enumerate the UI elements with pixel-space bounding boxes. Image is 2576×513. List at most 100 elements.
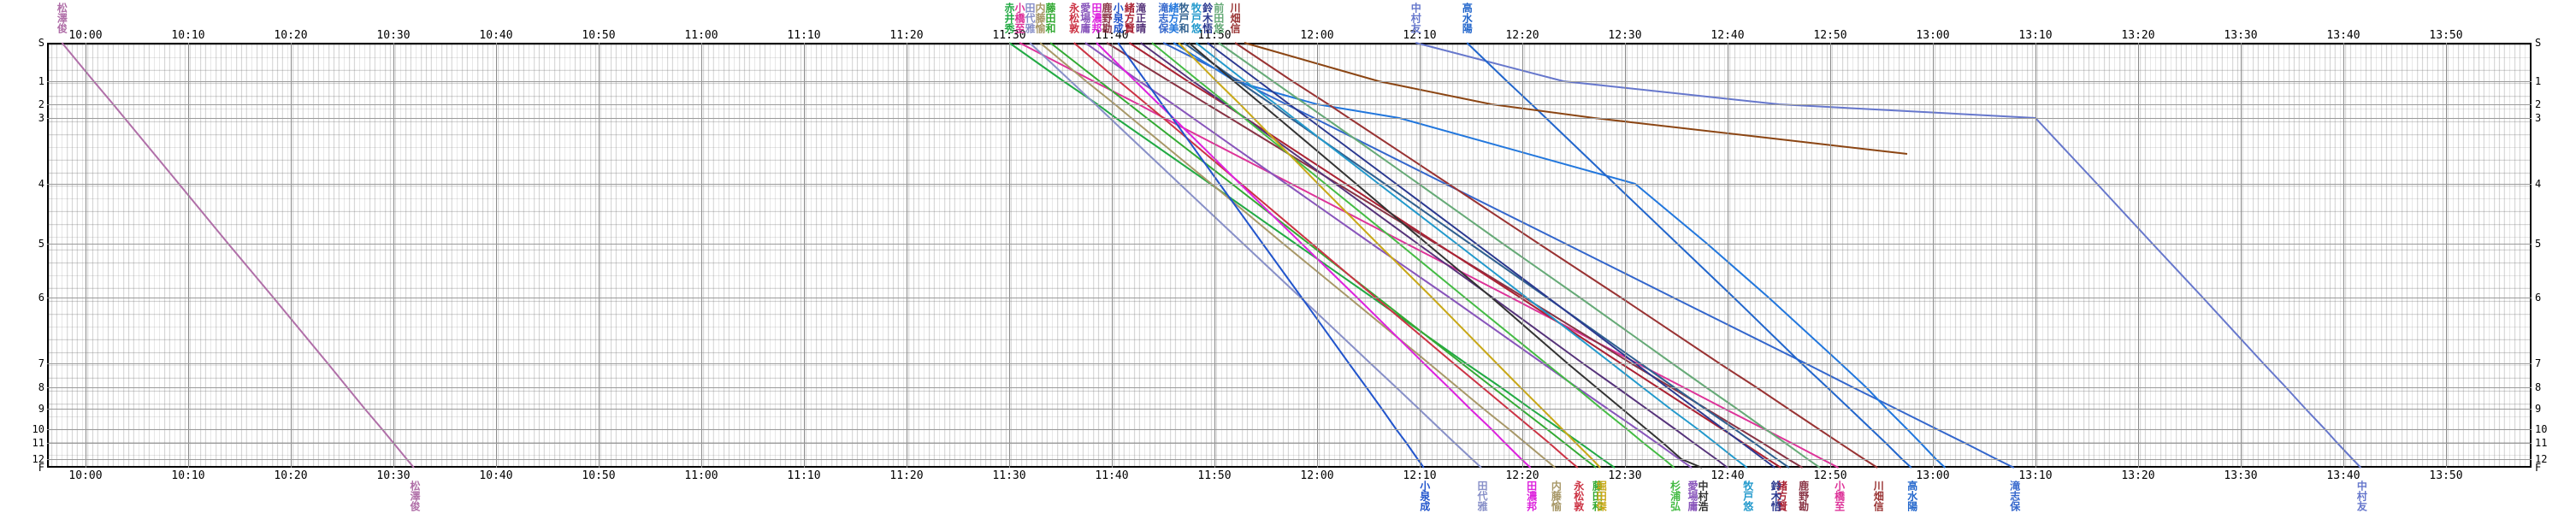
time-label-top: 13:20: [2121, 29, 2155, 42]
gridline-control: [47, 409, 2532, 410]
time-label-top: 12:10: [1403, 29, 1437, 42]
runner-start-label: 前田悠: [1212, 3, 1225, 33]
time-label-top: 11:00: [684, 29, 718, 42]
runner-start-label: 牧戸和: [1178, 3, 1190, 33]
gridline-10min: [1933, 43, 1934, 468]
control-label-right: 9: [2535, 403, 2542, 415]
gridline-10min: [1830, 43, 1831, 468]
time-label-top: 12:20: [1505, 29, 1539, 42]
runner-start-label: 愛場庸: [1078, 3, 1091, 33]
control-label-right: 1: [2535, 75, 2542, 87]
gridline-control: [47, 363, 2532, 364]
time-label-top: 10:10: [171, 29, 205, 42]
time-label-bottom: 12:40: [1710, 469, 1745, 482]
runner-finish-label: 小泉成: [1418, 481, 1431, 511]
runner-finish-label: 松澤俊: [409, 481, 421, 511]
time-label-top: 12:30: [1608, 29, 1642, 42]
control-label-right: 10: [2535, 423, 2548, 435]
runner-start-label: 川畑信: [1229, 3, 1241, 33]
control-label-right: 6: [2535, 292, 2542, 304]
time-label-bottom: 11:20: [889, 469, 924, 482]
runner-finish-label: 藤田和: [1591, 481, 1604, 511]
runner-start-label: 田濃邦: [1090, 3, 1102, 33]
time-label-bottom: 11:10: [787, 469, 821, 482]
control-label-left: 11: [32, 437, 44, 449]
gridline-10min: [2446, 43, 2447, 468]
control-label-left: 1: [38, 75, 44, 87]
runner-start-label: 小泉成: [1112, 3, 1125, 33]
time-label-top: 11:30: [992, 29, 1026, 42]
runner-finish-label: 中村友: [2355, 481, 2368, 511]
runner-finish-label: 牧戸悠: [1741, 481, 1754, 511]
runner-finish-label: 鹿野勘: [1797, 481, 1810, 511]
runner-finish-label: 滝志保: [2008, 481, 2021, 511]
time-label-bottom: 13:10: [2018, 469, 2053, 482]
time-label-top: 10:50: [582, 29, 616, 42]
gridline-10min: [1522, 43, 1523, 468]
runner-start-label: 鈴木悟: [1201, 3, 1214, 33]
runner-start-label: 小橋至: [1013, 3, 1025, 33]
gridline-10min: [1420, 43, 1421, 468]
runner-start-label: 松澤俊: [56, 3, 68, 33]
gridline-control: [47, 244, 2532, 245]
runner-finish-label: 田濃邦: [1525, 481, 1538, 511]
time-label-bottom: 11:40: [1095, 469, 1129, 482]
runner-start-label: 鹿野勘: [1101, 3, 1113, 33]
runner-finish-label: 堀田傑: [1595, 481, 1608, 511]
control-label-right: F: [2535, 462, 2542, 474]
gridline-10min: [2343, 43, 2344, 468]
runner-start-label: 緒方美: [1167, 3, 1179, 33]
time-label-bottom: 13:20: [2121, 469, 2155, 482]
time-label-top: 11:40: [1095, 29, 1129, 42]
runner-start-label: 内藤愉: [1034, 3, 1046, 33]
time-label-top: 13:00: [1916, 29, 1950, 42]
time-label-bottom: 12:50: [1813, 469, 1847, 482]
gridline-10min: [1009, 43, 1010, 468]
time-label-top: 10:40: [479, 29, 513, 42]
gridline-10min: [1317, 43, 1318, 468]
control-label-left: 12: [32, 453, 44, 465]
time-label-top: 11:20: [889, 29, 924, 42]
gridline-10min: [2138, 43, 2139, 468]
control-label-left: 6: [38, 292, 44, 304]
gridline-control: [47, 104, 2532, 105]
gridline-control: [47, 443, 2532, 444]
time-label-bottom: 12:20: [1505, 469, 1539, 482]
runner-finish-label: 中村浩: [1697, 481, 1709, 511]
control-label-left: 3: [38, 112, 44, 124]
time-label-bottom: 13:40: [2326, 469, 2360, 482]
runner-finish-label: 愛場庸: [1687, 481, 1699, 511]
time-label-bottom: 12:30: [1608, 469, 1642, 482]
time-label-bottom: 10:20: [274, 469, 308, 482]
runner-finish-label: 内藤愉: [1550, 481, 1563, 511]
control-label-right: 8: [2535, 381, 2542, 393]
gridline-10min: [599, 43, 600, 468]
control-label-left: 4: [38, 178, 44, 190]
time-label-bottom: 12:10: [1403, 469, 1437, 482]
time-label-bottom: 12:00: [1300, 469, 1334, 482]
runner-finish-label: 田代雅: [1476, 481, 1488, 511]
time-label-bottom: 13:50: [2429, 469, 2463, 482]
control-label-right: 2: [2535, 98, 2542, 110]
time-label-bottom: 11:30: [992, 469, 1026, 482]
time-label-bottom: 13:30: [2224, 469, 2258, 482]
runner-finish-label: 高水陽: [1905, 481, 1918, 511]
time-label-bottom: 10:40: [479, 469, 513, 482]
time-label-bottom: 10:30: [376, 469, 411, 482]
gridline-10min: [1214, 43, 1215, 468]
gridline-10min: [393, 43, 394, 468]
runner-finish-label: 川畑信: [1872, 481, 1885, 511]
runner-start-label: 田代雅: [1024, 3, 1036, 33]
control-label-left: 10: [32, 423, 44, 435]
time-label-top: 13:40: [2326, 29, 2360, 42]
control-label-right: 3: [2535, 112, 2542, 124]
time-label-bottom: 10:10: [171, 469, 205, 482]
gridline-10min: [1625, 43, 1626, 468]
time-label-bottom: 11:50: [1197, 469, 1232, 482]
gridline-10min: [2035, 43, 2036, 468]
runner-start-label: 緒方賢: [1123, 3, 1136, 33]
gridline-control: [47, 81, 2532, 82]
runner-finish-label: 永松敦: [1572, 481, 1585, 511]
gridline-10min: [496, 43, 497, 468]
